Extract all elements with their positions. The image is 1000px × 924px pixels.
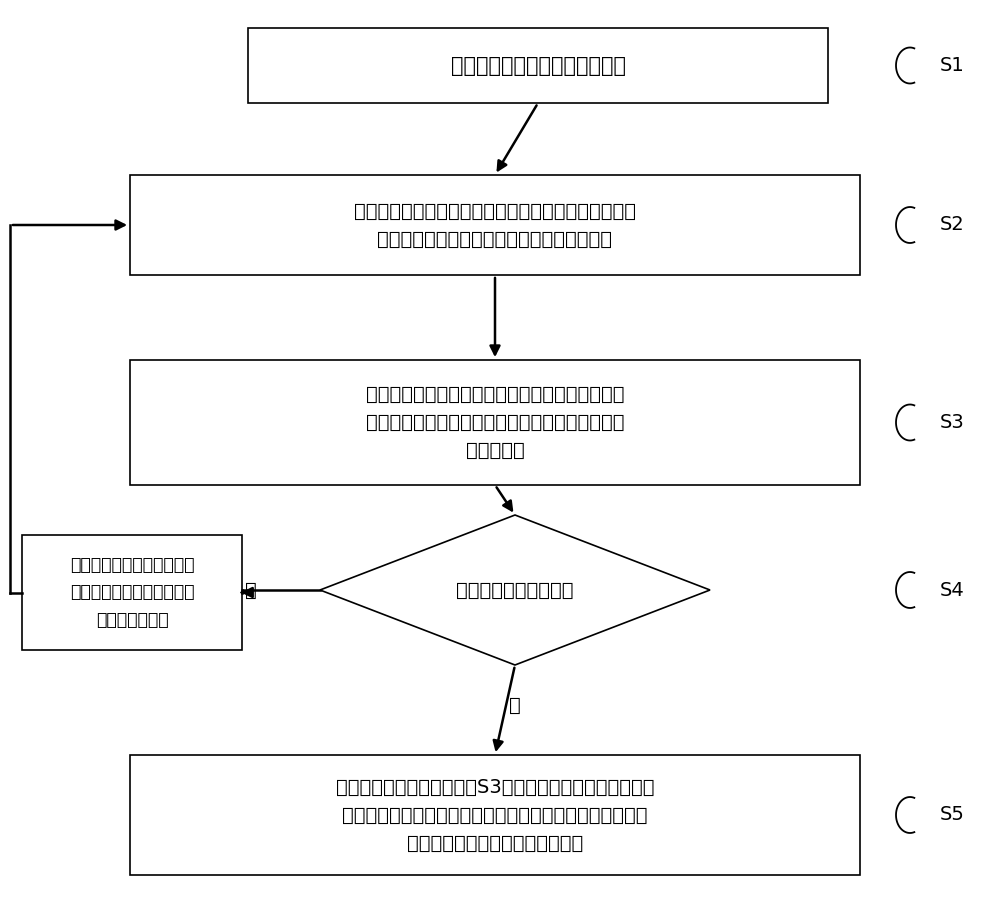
Text: S5: S5 (940, 806, 965, 824)
Text: 将组系统级设计值分别传递给脱硝子学科、脱硫子学科
和除尘子学科，求得各子学科的组最优目标值: 将组系统级设计值分别传递给脱硝子学科、脱硫子学科 和除尘子学科，求得各子学科的组… (354, 201, 636, 249)
Text: S3: S3 (940, 413, 965, 432)
Text: 采用动态寻优策略改变采样
范围，生成新的采样点作为
设计变量期望值: 采用动态寻优策略改变采样 范围，生成新的采样点作为 设计变量期望值 (70, 555, 194, 629)
Text: 否: 否 (245, 580, 257, 600)
Bar (130, 175, 860, 275)
Bar (130, 360, 860, 485)
Text: 采用近似方法对组系统设计值和对应的子系统最优
解进行拟合，得到一致性约束的近似模型，对系统
级进行求解: 采用近似方法对组系统设计值和对应的子系统最优 解进行拟合，得到一致性约束的近似模… (366, 385, 624, 460)
Bar (22, 535, 242, 650)
Bar (248, 28, 828, 103)
Text: 进入局部优化阶段，以步骤S3求得的最优解作为局部优化的
初始点，按照局部优化的优化方法进行求解，直至满足局部
收敛条件，得到全局精确的最优解: 进入局部优化阶段，以步骤S3求得的最优解作为局部优化的 初始点，按照局部优化的优… (336, 777, 654, 853)
Text: 是: 是 (509, 696, 521, 714)
Text: S2: S2 (940, 215, 965, 235)
Text: S1: S1 (940, 56, 965, 75)
Bar (130, 755, 860, 875)
Polygon shape (320, 515, 710, 665)
Text: 初始化相关参数，确定近似模型: 初始化相关参数，确定近似模型 (450, 55, 626, 76)
Text: 是否满足全局收敛条件: 是否满足全局收敛条件 (456, 580, 574, 600)
Text: S4: S4 (940, 580, 965, 600)
